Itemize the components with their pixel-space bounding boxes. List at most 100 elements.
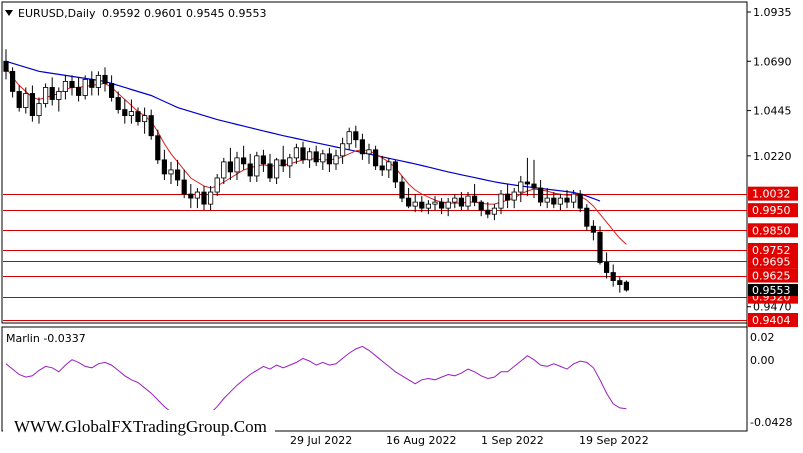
level-label-box	[748, 313, 798, 327]
candle-body	[617, 280, 623, 285]
candle-body	[359, 139, 366, 155]
level-label: 0.9752	[752, 244, 791, 257]
candle-body	[16, 91, 22, 108]
time-axis-label: 19 Sep 2022	[579, 434, 649, 447]
level-label: 1.0032	[752, 188, 791, 201]
indicator-label: Marlin -0.0337	[6, 332, 86, 345]
horizontal-levels	[3, 194, 747, 321]
price-axis: 1.0935 1.0690 1.0445 1.0220 0.9470 1.0032 0.99…	[747, 6, 798, 327]
price-tick-label: 1.0220	[753, 150, 792, 163]
candle-body	[49, 87, 55, 100]
symbol-timeframe: EURUSD,Daily	[18, 7, 96, 20]
candle-body	[511, 191, 517, 201]
watermark-logo: WWW.GlobalFXTradingGroup.Com	[14, 417, 267, 436]
candle-body	[293, 147, 300, 159]
candle-body	[326, 153, 333, 165]
candle-body	[300, 147, 306, 161]
candle-body	[122, 109, 128, 117]
candle-body	[551, 197, 557, 205]
candle-body	[89, 78, 95, 88]
candle-body	[485, 209, 491, 215]
candle-body	[56, 91, 62, 100]
candle-body	[155, 135, 161, 161]
candle-body	[571, 193, 577, 203]
candle-body	[346, 131, 352, 145]
candle-body	[9, 70, 16, 92]
level-label-box	[748, 223, 798, 238]
current-price-box	[748, 284, 798, 297]
candle-body	[260, 155, 267, 165]
candle-body	[491, 207, 498, 215]
candle-body	[240, 157, 247, 165]
candle-body	[82, 78, 88, 96]
candle-body	[254, 155, 260, 177]
candle-body	[504, 193, 511, 201]
price-tick-label: 1.0935	[753, 6, 792, 19]
indicator-level-label: -0.0428	[750, 416, 792, 429]
candle-body	[531, 183, 537, 189]
level-label: 0.9695	[752, 255, 791, 268]
price-tick-label: 0.9470	[753, 301, 792, 314]
candle-body	[227, 161, 233, 173]
candle-body	[102, 74, 108, 84]
time-axis-label: 29 Jul 2022	[290, 434, 352, 447]
chart-menu-arrow-icon[interactable]	[5, 10, 13, 16]
candle-body	[339, 143, 346, 157]
candle-body	[432, 201, 438, 205]
marlin-indicator	[5, 345, 627, 420]
candle-body	[333, 155, 339, 165]
level-label-box	[748, 268, 798, 283]
candle-body	[43, 87, 49, 104]
candlesticks	[3, 49, 630, 293]
candle-body	[557, 197, 564, 205]
level-label-box	[748, 242, 798, 257]
level-label-box	[748, 186, 798, 201]
candle-body	[399, 181, 405, 199]
candle-body	[188, 193, 194, 199]
candle-body	[590, 225, 597, 233]
candle-body	[148, 115, 154, 137]
candle-body	[287, 157, 293, 167]
candle-body	[604, 262, 610, 273]
candle-body	[273, 159, 280, 179]
candle-body	[465, 195, 471, 207]
price-tick-label: 1.0445	[753, 105, 792, 118]
candle-body	[405, 197, 412, 207]
candle-body	[623, 281, 630, 291]
candle-body	[174, 169, 181, 181]
candle-body	[247, 163, 253, 177]
candle-body	[379, 165, 385, 171]
candle-body	[207, 191, 214, 205]
candle-body	[471, 195, 478, 203]
candle-body	[194, 191, 200, 199]
candle-body	[544, 197, 550, 203]
candle-body	[366, 149, 372, 155]
candle-body	[438, 201, 445, 209]
indicator-level-label: 0.02	[750, 331, 775, 344]
candle-body	[610, 272, 616, 281]
watermark-box	[3, 410, 275, 442]
price-tick-label: 1.0690	[753, 55, 792, 68]
candle-body	[267, 163, 273, 179]
candle-body	[135, 111, 141, 123]
candle-body	[538, 187, 544, 203]
candle-body	[109, 83, 115, 98]
candle-body	[214, 177, 220, 193]
level-label: 0.9404	[752, 314, 791, 327]
candle-body	[313, 151, 319, 163]
candle-body	[161, 159, 167, 175]
level-label-box	[748, 254, 798, 269]
candle-body	[29, 93, 36, 117]
candle-body	[372, 149, 379, 167]
candle-body	[201, 191, 207, 205]
candle-body	[353, 131, 359, 141]
level-label: 0.9850	[752, 224, 791, 237]
level-label: 0.9950	[752, 204, 791, 217]
marlin-line	[5, 345, 627, 420]
candle-body	[69, 81, 75, 88]
candle-body	[386, 161, 392, 171]
candle-body	[412, 201, 418, 207]
candle-body	[478, 201, 484, 211]
candle-body	[62, 81, 69, 92]
